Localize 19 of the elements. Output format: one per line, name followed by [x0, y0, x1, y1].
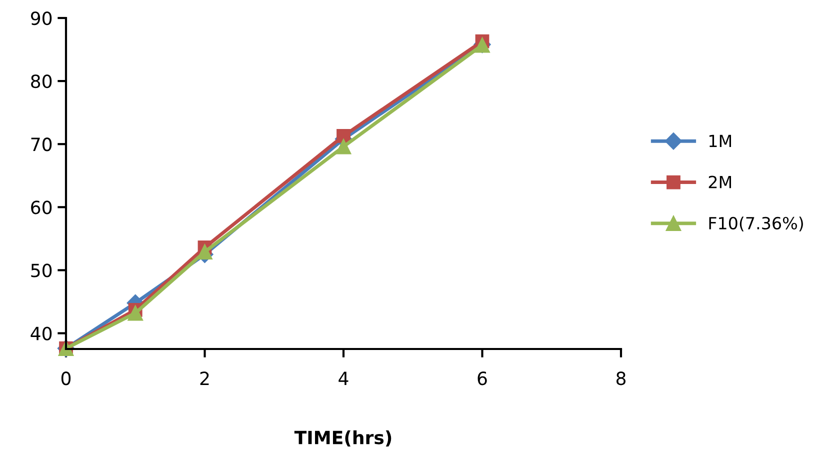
legend-label: 2M: [708, 176, 732, 188]
y-tick-label: 40: [30, 326, 52, 340]
x-tick-label: 8: [616, 372, 626, 386]
point: [336, 138, 352, 154]
x-tick-label: 0: [61, 372, 71, 386]
y-tick-label: 70: [31, 138, 52, 152]
point: [197, 244, 212, 260]
point: [128, 305, 144, 321]
x-tick-label: 2: [200, 372, 209, 385]
x-axis-title: TIME(hrs): [294, 430, 392, 446]
y-tick-label: 50: [31, 264, 52, 278]
y-tick-label: 60: [31, 200, 52, 214]
x-tick-label: 4: [338, 372, 348, 385]
y-tick-label: 90: [30, 11, 52, 26]
point: [336, 128, 350, 143]
legend-label: 1M: [709, 134, 732, 147]
x-tick-label: 6: [478, 372, 487, 386]
legend-label: F10(7.36%): [709, 216, 803, 232]
y-tick-label: 80: [31, 74, 52, 88]
